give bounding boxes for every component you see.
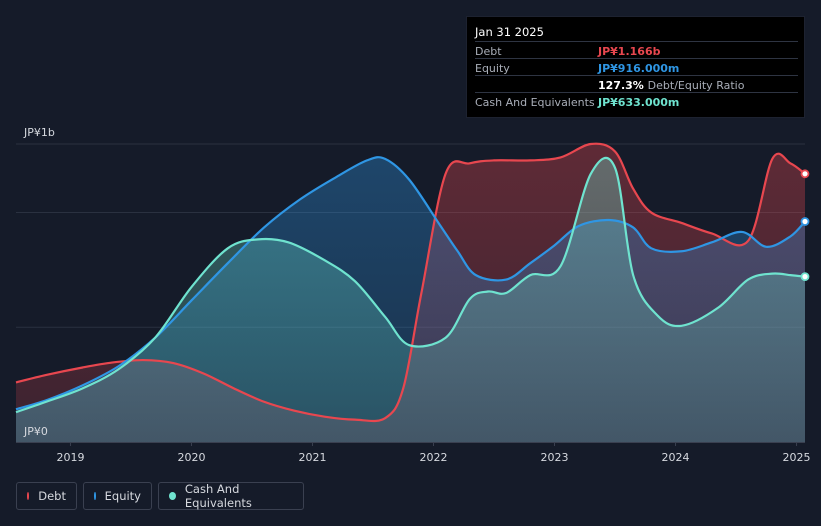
- debt-end-point: [800, 169, 810, 179]
- tooltip-ratio-suffix: Debt/Equity Ratio: [647, 79, 745, 92]
- legend-item-debt[interactable]: Debt: [16, 482, 77, 510]
- tooltip-row-cash: Cash And Equivalents JP¥633.000m: [475, 92, 798, 110]
- tooltip-cash-label: Cash And Equivalents: [475, 96, 595, 109]
- y-tick-label-1: JP¥0: [23, 425, 48, 438]
- tooltip-row-equity: Equity JP¥916.000m: [475, 58, 798, 76]
- tooltip-row-ratio: 127.3% Debt/Equity Ratio: [475, 75, 798, 93]
- y-tick-label-0: JP¥1b: [23, 126, 55, 139]
- legend-cash-label: Cash And Equivalents: [184, 482, 252, 510]
- tooltip-ratio-value: 127.3% Debt/Equity Ratio: [598, 79, 744, 92]
- cash-end-point: [800, 272, 810, 282]
- tooltip-cash-value: JP¥633.000m: [598, 96, 680, 109]
- legend-equity-dot: [94, 492, 96, 500]
- tooltip-panel: Jan 31 2025 Debt JP¥1.166b Equity JP¥916…: [466, 16, 805, 118]
- tooltip-equity-label: Equity: [475, 62, 510, 75]
- equity-line: [15, 156, 806, 411]
- cash-line: [15, 156, 806, 414]
- legend-item-cash[interactable]: Cash And Equivalents: [158, 482, 304, 510]
- debt-line: [15, 142, 806, 423]
- x-tick-label-6: 2025: [783, 451, 811, 464]
- x-tick-label-5: 2024: [662, 451, 690, 464]
- legend-debt-label: Debt: [38, 489, 66, 503]
- tooltip-row-debt: Debt JP¥1.166b: [475, 41, 798, 59]
- cash-area: [16, 157, 805, 442]
- equity-end-point: [800, 217, 810, 226]
- legend-item-equity[interactable]: Equity: [83, 482, 152, 510]
- tooltip-debt-value: JP¥1.166b: [598, 45, 661, 58]
- legend-equity-label: Equity: [104, 489, 141, 503]
- x-tick-label-0: 2019: [56, 451, 84, 464]
- legend-cash-dot: [169, 492, 176, 500]
- x-tick-label-1: 2020: [177, 451, 205, 464]
- tooltip-equity-value: JP¥916.000m: [598, 62, 680, 75]
- x-tick-label-2: 2021: [298, 451, 326, 464]
- legend-debt-dot: [27, 492, 30, 500]
- x-tick-label-3: 2022: [419, 451, 447, 464]
- tooltip-ratio-number: 127.3%: [598, 79, 644, 92]
- tooltip-date: Jan 31 2025: [475, 25, 544, 39]
- x-tick-label-4: 2023: [541, 451, 569, 464]
- tooltip-debt-label: Debt: [475, 45, 502, 58]
